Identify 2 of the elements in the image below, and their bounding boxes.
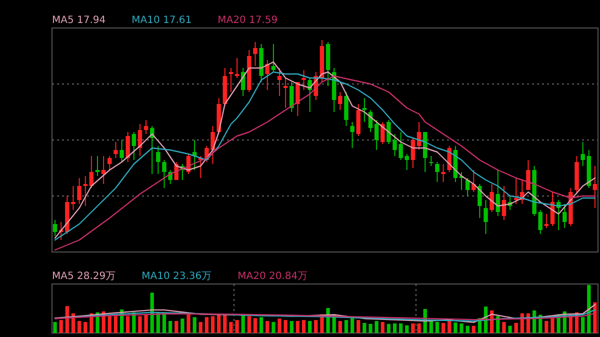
legend: MA5 17.94 MA10 17.61 MA20 17.59 [52,15,278,26]
legend: MA5 28.29万 MA10 23.36万 MA20 20.84万 [52,271,308,282]
